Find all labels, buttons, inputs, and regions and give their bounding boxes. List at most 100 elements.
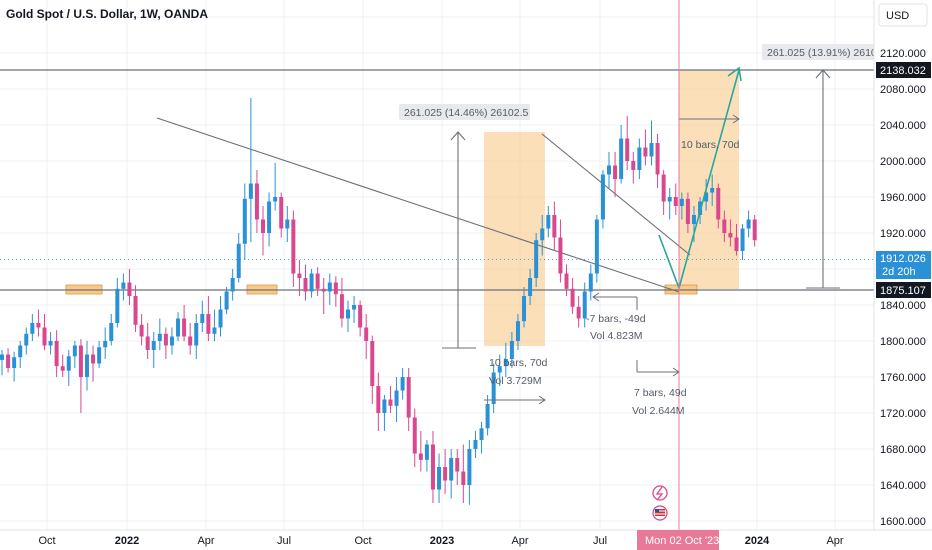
candle[interactable] [491,363,496,414]
candle[interactable] [594,215,599,283]
candle[interactable] [309,269,314,298]
candle[interactable] [424,440,429,472]
candle[interactable] [121,273,126,301]
candle[interactable] [522,287,527,328]
candle[interactable] [242,183,247,261]
candle[interactable] [582,282,587,328]
candle[interactable] [24,327,29,355]
candle[interactable] [734,224,739,256]
candle[interactable] [728,219,733,247]
candle[interactable] [449,449,454,499]
candle[interactable] [72,341,77,368]
candle[interactable] [279,192,284,238]
candle[interactable] [151,332,156,368]
candle[interactable] [667,188,672,220]
candle[interactable] [370,335,375,404]
candle[interactable] [631,152,636,184]
candle[interactable] [291,210,296,288]
candle[interactable] [163,327,168,360]
candle[interactable] [564,264,569,297]
candle[interactable] [0,350,4,376]
candle[interactable] [303,264,308,301]
candle[interactable] [358,300,363,337]
candle[interactable] [182,305,187,341]
candle[interactable] [333,276,338,307]
candle[interactable] [224,287,229,314]
candle[interactable] [406,368,411,431]
candle[interactable] [188,323,193,355]
candle[interactable] [212,309,217,342]
candle[interactable] [157,318,162,351]
candle[interactable] [352,296,357,323]
candle[interactable] [48,332,53,355]
candle[interactable] [443,449,448,494]
candle[interactable] [230,269,235,301]
candle[interactable] [321,278,326,314]
candle[interactable] [649,120,654,166]
candle[interactable] [394,377,399,422]
candle[interactable] [546,206,551,238]
candle[interactable] [127,269,132,305]
candle[interactable] [273,162,278,211]
candle[interactable] [673,183,678,216]
lightning-event-icon[interactable] [652,485,668,501]
candle[interactable] [430,431,435,503]
candle[interactable] [345,300,350,333]
candle[interactable] [388,386,393,413]
candle[interactable] [710,174,715,207]
candle[interactable] [685,192,690,234]
candle[interactable] [133,285,138,332]
candle[interactable] [643,129,648,166]
candle[interactable] [194,314,199,359]
candle[interactable] [570,278,575,314]
candle[interactable] [534,233,539,287]
candle[interactable] [254,170,259,233]
candle[interactable] [576,296,581,328]
candle[interactable] [6,348,11,373]
candle[interactable] [740,224,745,260]
candle[interactable] [115,278,120,328]
candle[interactable] [109,314,114,346]
candle[interactable] [339,278,344,328]
candle[interactable] [661,170,666,215]
candle[interactable] [746,210,751,238]
candle[interactable] [704,179,709,211]
candle[interactable] [364,314,369,359]
candle[interactable] [479,422,484,454]
candle[interactable] [91,345,96,382]
candle[interactable] [200,300,205,333]
candle[interactable] [78,339,83,413]
candle[interactable] [552,201,557,252]
candle[interactable] [679,192,684,220]
flag-event-icon[interactable] [652,505,668,521]
candle[interactable] [619,125,624,184]
candle[interactable] [497,354,502,387]
candle[interactable] [637,138,642,180]
candle[interactable] [716,183,721,229]
candle[interactable] [30,314,35,341]
descending-trendline-long[interactable] [156,117,680,293]
candle[interactable] [461,444,466,504]
candle[interactable] [297,260,302,296]
candle[interactable] [176,312,181,341]
candle[interactable] [12,351,17,382]
candle[interactable] [588,264,593,301]
candle[interactable] [236,233,241,283]
candle[interactable] [327,273,332,306]
candle[interactable] [267,192,272,247]
candle[interactable] [285,206,290,242]
candle[interactable] [60,354,65,378]
candle[interactable] [540,215,545,256]
candle[interactable] [625,116,630,170]
candle[interactable] [145,323,150,359]
descending-trendline-short[interactable] [541,133,691,256]
candle[interactable] [382,395,387,431]
currency-button[interactable] [878,3,928,27]
candle[interactable] [528,269,533,305]
candle[interactable] [376,372,381,432]
candle[interactable] [18,341,23,368]
candle[interactable] [600,170,605,229]
date-range-box-left[interactable] [484,132,545,346]
candle[interactable] [54,330,59,377]
candle[interactable] [36,309,41,337]
